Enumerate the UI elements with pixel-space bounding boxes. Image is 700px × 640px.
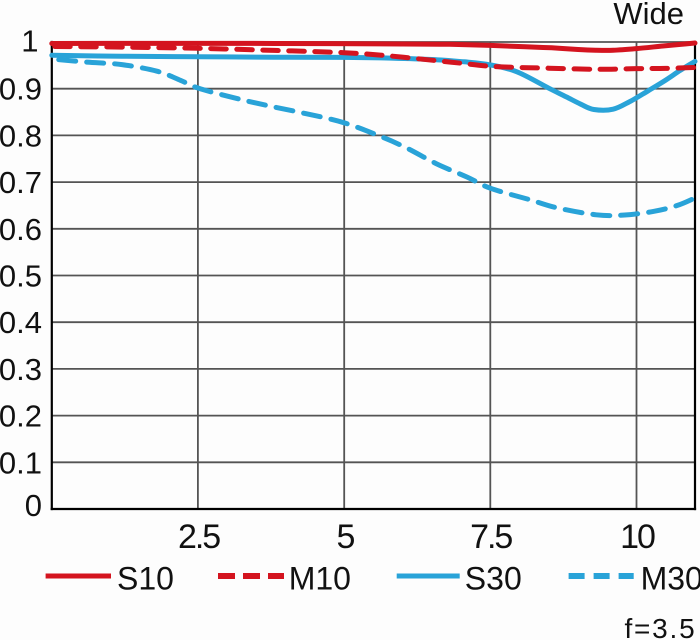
svg-text:f=3.5: f=3.5 <box>624 613 696 640</box>
svg-text:10: 10 <box>620 518 655 556</box>
svg-text:5: 5 <box>337 518 355 556</box>
svg-text:7.5: 7.5 <box>470 518 512 556</box>
svg-text:2.5: 2.5 <box>178 518 220 556</box>
svg-text:0.2: 0.2 <box>0 399 42 434</box>
svg-text:1: 1 <box>21 24 38 59</box>
svg-text:0.8: 0.8 <box>0 118 42 153</box>
svg-text:0.5: 0.5 <box>0 259 42 294</box>
svg-text:M10: M10 <box>289 561 351 597</box>
svg-text:0.9: 0.9 <box>0 72 42 107</box>
svg-text:S30: S30 <box>465 561 522 597</box>
svg-text:0.7: 0.7 <box>0 165 42 200</box>
svg-text:S10: S10 <box>117 561 174 597</box>
svg-text:0.6: 0.6 <box>0 212 42 247</box>
svg-text:0.1: 0.1 <box>0 445 42 480</box>
svg-text:0.4: 0.4 <box>0 305 42 340</box>
svg-text:Wide: Wide <box>613 0 684 31</box>
svg-text:M30: M30 <box>641 561 700 597</box>
svg-text:0.3: 0.3 <box>0 352 42 387</box>
svg-text:0: 0 <box>25 488 42 523</box>
